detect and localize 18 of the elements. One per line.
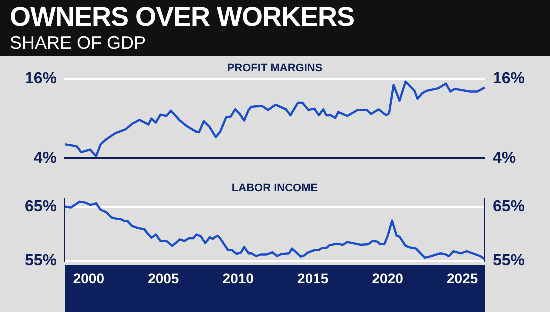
x-tick-label: 2015 — [298, 270, 329, 286]
y-tick-label: 55% — [24, 252, 57, 270]
x-tick-label: 2000 — [73, 270, 105, 286]
x-tick-label: 2025 — [447, 270, 478, 286]
y-tick-label: 16% — [24, 70, 57, 88]
chart-title: LABOR INCOME — [232, 182, 318, 195]
text: SHARE OF GDP — [10, 32, 148, 54]
text: OWNERS OVER WORKERS — [10, 2, 356, 32]
chart-title: PROFIT MARGINS — [227, 62, 323, 75]
y2-tick-label: 4% — [493, 150, 516, 167]
y-tick-label: 65% — [24, 198, 57, 216]
y2-tick-label: 16% — [493, 70, 526, 88]
y2-tick-label: 55% — [493, 252, 526, 270]
x-tick-label: 2005 — [148, 270, 180, 286]
y-tick-label: 4% — [34, 150, 57, 167]
y2-tick-label: 65% — [493, 198, 526, 216]
x-tick-label: 2010 — [222, 270, 254, 286]
x-tick-label: 2020 — [372, 270, 404, 286]
